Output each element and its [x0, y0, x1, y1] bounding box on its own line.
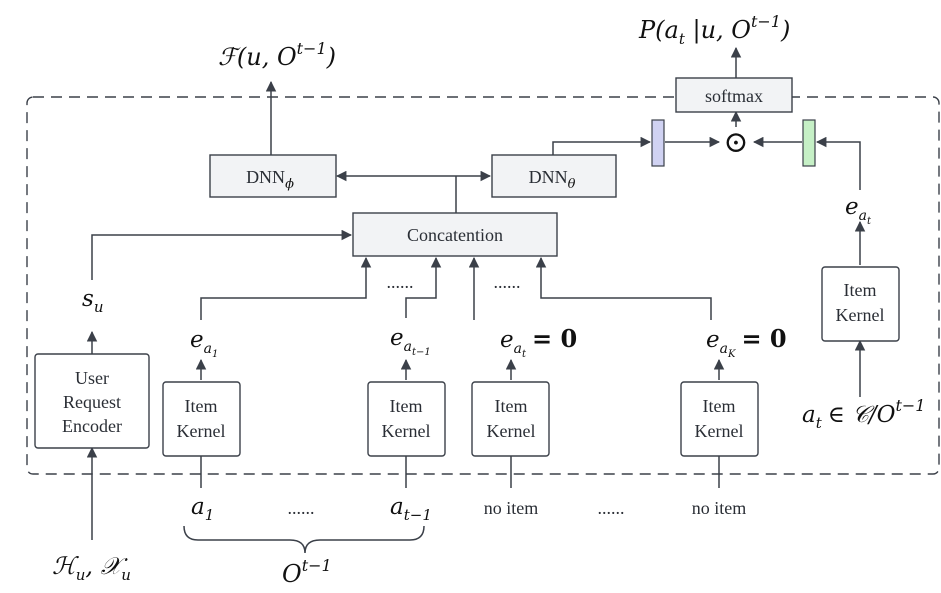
ellipsis-concat-right: ......	[494, 272, 521, 292]
svg-text:Kernel: Kernel	[836, 305, 885, 325]
history-brace	[183, 525, 425, 554]
input-a1: a1	[191, 494, 214, 524]
item-kernel-at: Item Kernel	[471, 381, 550, 457]
user-input-label: ℋu, 𝒳u	[52, 552, 131, 584]
item-kernel-a1: Item Kernel	[162, 381, 241, 457]
item-kernel-at-1: Item Kernel	[367, 381, 446, 457]
svg-text:Item: Item	[390, 396, 423, 416]
concatenation-label: Concatention	[407, 225, 503, 245]
user-request-encoder-box: User Request Encoder	[34, 353, 150, 449]
p-output-label: P(at |u, Ot−1)	[638, 12, 790, 48]
svg-text:Kernel: Kernel	[382, 421, 431, 441]
item-embedding-vector	[802, 119, 816, 167]
input-at-1: at−1	[390, 494, 432, 524]
dnn-theta-box: DNNθ	[491, 154, 617, 198]
e-at-candidate-label: eat	[845, 194, 872, 227]
ellipsis-inputs-left: ......	[288, 498, 315, 518]
concatenation-box: Concatention	[352, 212, 558, 257]
model-boundary	[26, 96, 940, 475]
encoder-line-1: User	[75, 368, 109, 388]
hadamard-product-symbol: ⊙	[723, 125, 748, 160]
svg-text:DNNϕ: DNNϕ	[246, 167, 294, 192]
dnn-theta-subscript: θ	[568, 177, 576, 192]
encoder-line-3: Encoder	[62, 416, 122, 436]
no-item-at: no item	[484, 498, 539, 518]
theta-output-vector	[651, 119, 665, 167]
softmax-box: softmax	[675, 77, 793, 113]
dnn-theta-label: DNN	[529, 167, 568, 187]
no-item-aK: no item	[692, 498, 747, 518]
ellipsis-concat-left: ......	[387, 272, 414, 292]
item-kernel-aK: Item Kernel	[680, 381, 759, 457]
connectors	[86, 46, 866, 540]
dnn-phi-label: DNN	[246, 167, 285, 187]
item-kernel-candidate: Item Kernel	[821, 266, 900, 342]
svg-text:Item: Item	[185, 396, 218, 416]
svg-text:DNNθ: DNNθ	[529, 167, 576, 192]
svg-text:Item: Item	[844, 280, 877, 300]
svg-text:Item: Item	[495, 396, 528, 416]
softmax-label: softmax	[705, 86, 763, 106]
dnn-phi-box: DNNϕ	[209, 154, 337, 198]
e-at-zero-label: eat= 0	[500, 324, 577, 360]
history-label: Ot−1	[282, 556, 332, 588]
ellipsis-inputs-right: ......	[598, 498, 625, 518]
user-state-label: su	[82, 286, 103, 316]
encoder-line-2: Request	[63, 392, 121, 412]
dnn-phi-subscript: ϕ	[285, 177, 294, 192]
svg-text:Kernel: Kernel	[487, 421, 536, 441]
e-a1-label: ea1	[190, 327, 218, 360]
candidate-item-label: at ∈ 𝒞/Ot−1	[802, 396, 925, 432]
svg-text:Kernel: Kernel	[695, 421, 744, 441]
svg-text:Kernel: Kernel	[177, 421, 226, 441]
e-aK-zero-label: eaK= 0	[706, 324, 787, 360]
svg-text:Item: Item	[703, 396, 736, 416]
e-at-1-label: eat−1	[390, 325, 431, 358]
f-output-label: ℱ(u, Ot−1)	[218, 39, 336, 71]
